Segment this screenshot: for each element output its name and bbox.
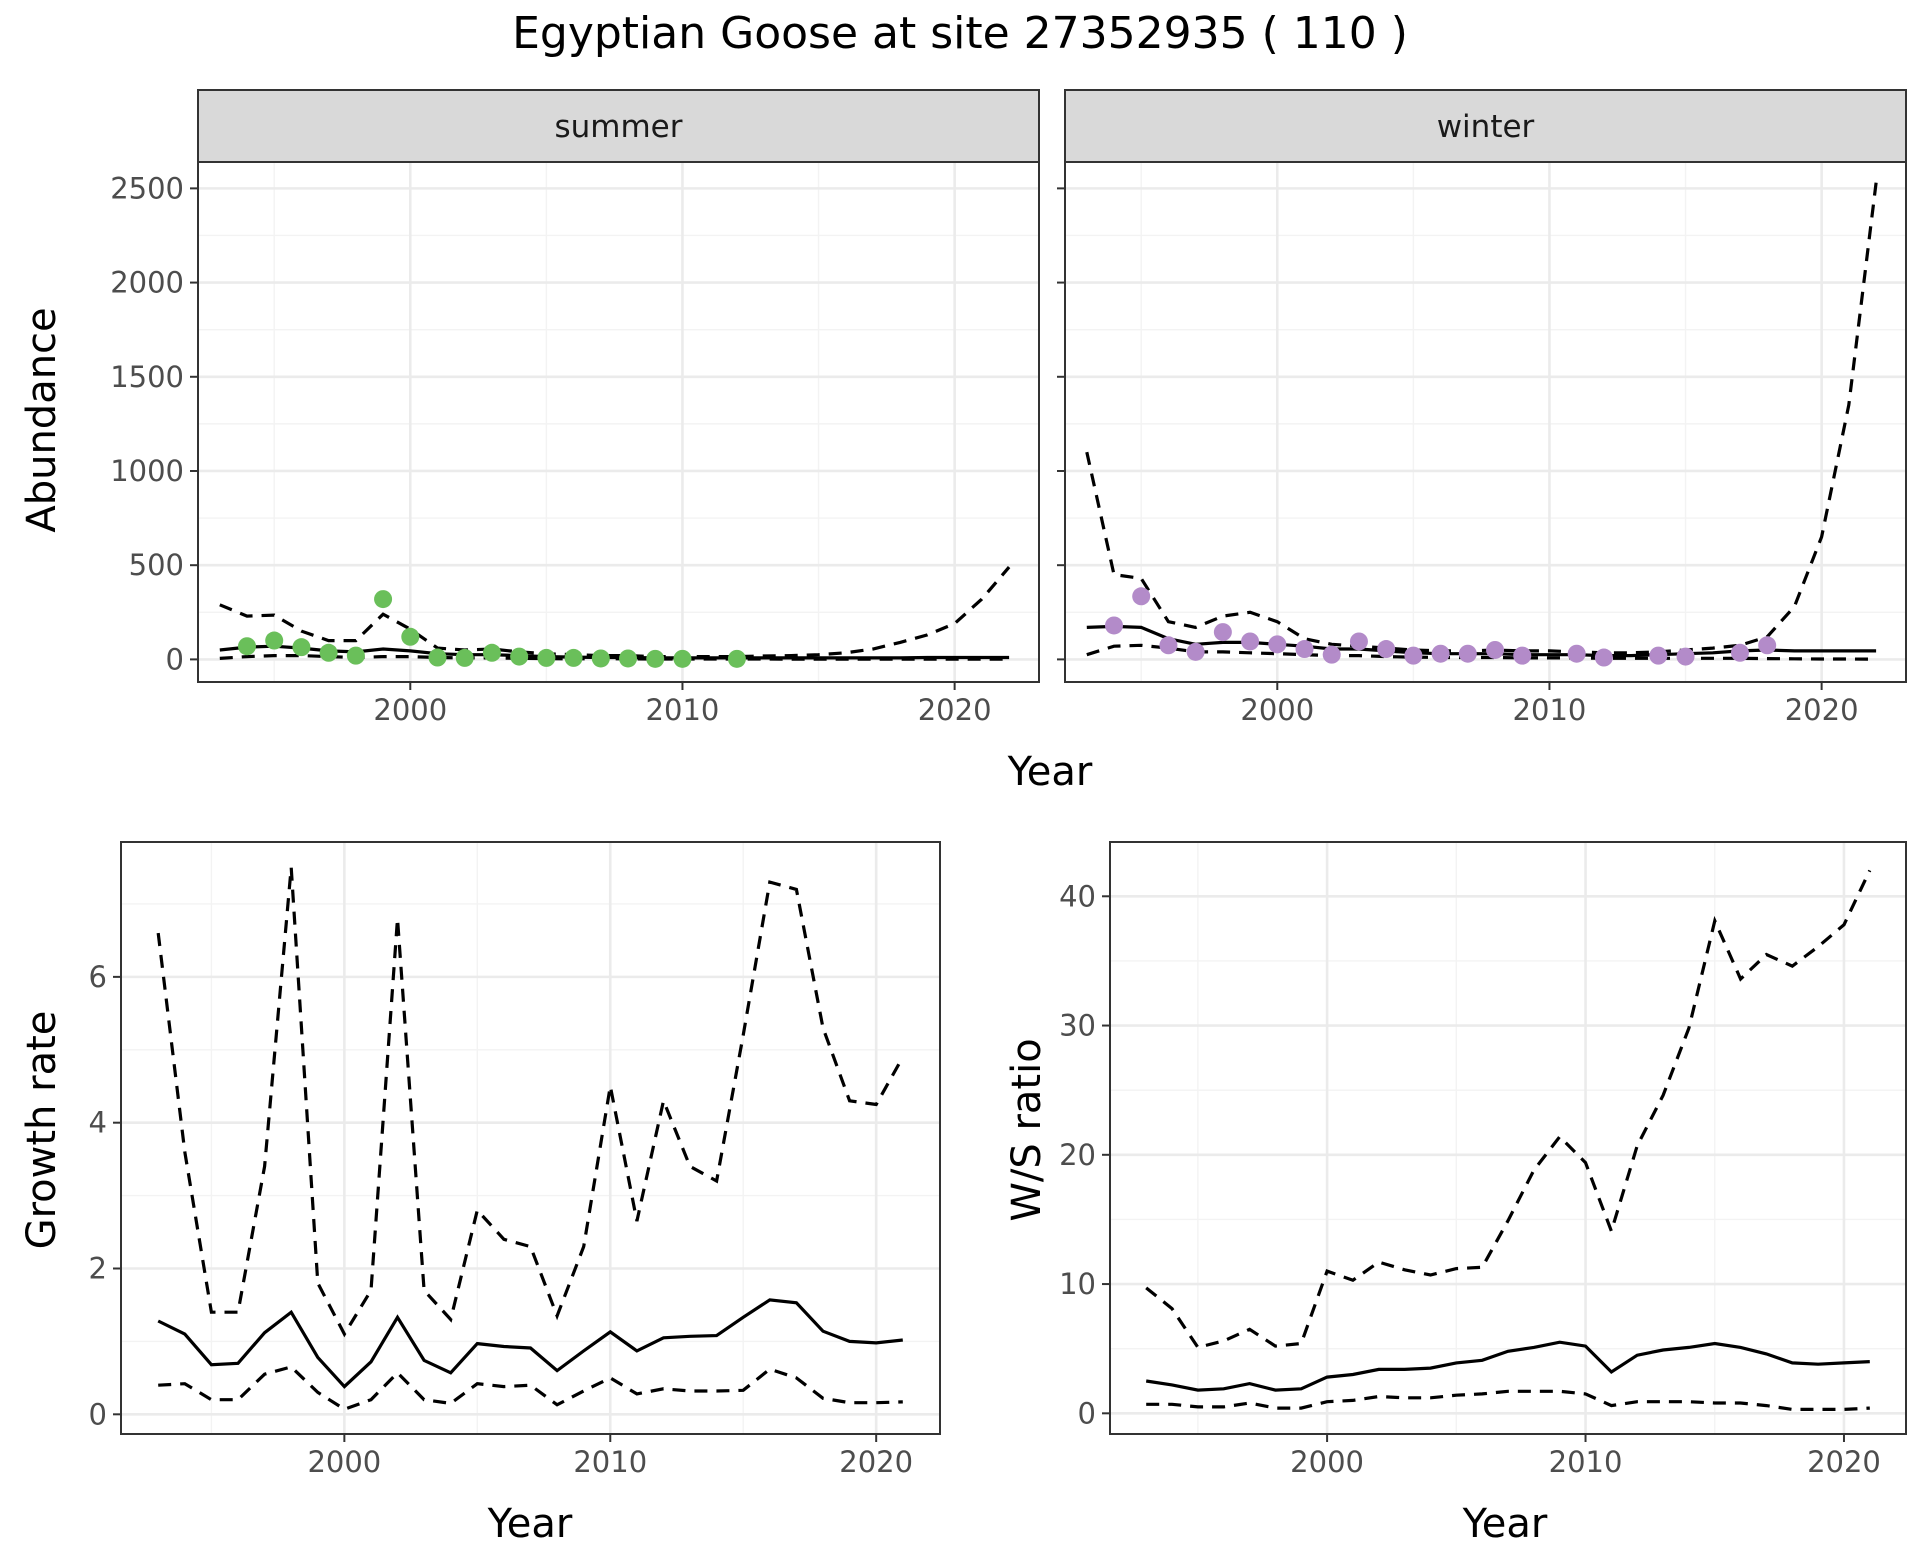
winter-data-point: [1349, 632, 1368, 651]
summer-x-tick-label: 2020: [918, 693, 992, 727]
ratio-series-upper: [1145, 869, 1872, 1350]
summer-data-point: [537, 648, 556, 667]
summer-y-tick-label: 1500: [110, 360, 184, 394]
summer-data-point: [319, 643, 338, 662]
summer-data-point: [619, 649, 638, 668]
summer-data-point: [482, 643, 501, 662]
ratio-panel-background: [1110, 842, 1906, 1434]
summer-data-point: [237, 637, 256, 656]
summer-y-tick-label: 2500: [110, 171, 184, 205]
summer-data-point: [265, 631, 284, 650]
winter-x-tick-label: 2020: [1785, 693, 1859, 727]
growth-series-lower: [158, 1365, 903, 1411]
ratio-x-tick-label: 2000: [1290, 1445, 1364, 1479]
ratio-x-tick-label: 2010: [1549, 1445, 1623, 1479]
summer-data-point: [401, 627, 420, 646]
winter-x-tick-label: 2000: [1240, 693, 1314, 727]
growth-x-tick-label: 2010: [573, 1445, 647, 1479]
summer-data-point: [292, 638, 311, 657]
growth-y-tick-label: 4: [89, 1106, 107, 1140]
growth-y-tick-label: 2: [89, 1252, 107, 1286]
winter-data-point: [1159, 636, 1178, 655]
winter-data-point: [1132, 587, 1151, 606]
figure-title: Egyptian Goose at site 27352935 ( 110 ): [512, 8, 1408, 59]
summer-x-tick-label: 2010: [646, 693, 720, 727]
summer-data-point: [374, 590, 393, 609]
summer-data-point: [727, 649, 746, 668]
growth-y-tick-label: 0: [89, 1397, 107, 1431]
growth-x-tick-label: 2000: [307, 1445, 381, 1479]
top-y-axis-title: Abundance: [19, 307, 65, 532]
winter-data-point: [1730, 643, 1749, 662]
summer-data-point: [673, 649, 692, 668]
winter-panel: winter 2000 2010 2020: [1057, 89, 1907, 727]
summer-data-point: [510, 647, 529, 666]
summer-data-point: [591, 649, 610, 668]
winter-series-lower: [1086, 643, 1877, 661]
growth-series-fitted: [157, 1298, 903, 1389]
winter-data-point: [1649, 646, 1668, 665]
winter-data-point: [1486, 640, 1505, 659]
winter-data-point: [1676, 647, 1695, 666]
ratio-series-lower: [1146, 1389, 1870, 1412]
ratio-y-tick-label: 30: [1059, 1009, 1096, 1043]
ratio-x-axis-title: Year: [1462, 1501, 1548, 1547]
winter-data-point: [1295, 640, 1314, 659]
ratio-y-tick-label: 10: [1059, 1267, 1096, 1301]
summer-data-point: [428, 648, 447, 667]
summer-data-point: [564, 648, 583, 667]
summer-series-upper: [219, 566, 1011, 659]
summer-data-point: [455, 648, 474, 667]
growth-panel-background: [121, 842, 940, 1434]
winter-data-point: [1758, 636, 1777, 655]
summer-facet-strip: [197, 89, 1040, 163]
summer-y-tick-label: 2000: [110, 266, 184, 300]
winter-data-point: [1104, 616, 1123, 635]
ratio-y-tick-label: 20: [1059, 1138, 1096, 1172]
growth-panel: 2000 2010 2020 0 2 4 6: [89, 841, 941, 1479]
ratio-y-axis-title: W/S ratio: [1004, 1038, 1050, 1221]
winter-data-point: [1513, 646, 1532, 665]
winter-data-point: [1567, 644, 1586, 663]
growth-y-axis-title: Growth rate: [19, 1011, 65, 1250]
winter-facet-strip: [1064, 89, 1907, 163]
summer-x-tick-label: 2000: [373, 693, 447, 727]
summer-y-tick-label: 0: [166, 642, 184, 676]
summer-facet-label: summer: [554, 109, 682, 145]
ratio-y-tick-label: 0: [1078, 1396, 1096, 1430]
summer-panel: summer 2000 2010 2020 0 500 1000 1500 2000 2500: [110, 89, 1040, 727]
winter-data-point: [1322, 645, 1341, 664]
top-x-axis-title: Year: [1007, 749, 1093, 795]
summer-data-point: [346, 646, 365, 665]
winter-data-point: [1594, 648, 1613, 667]
growth-x-axis-title: Year: [487, 1501, 573, 1547]
winter-data-point: [1268, 635, 1287, 654]
summer-data-point: [646, 649, 665, 668]
ratio-series-fitted: [1145, 1340, 1870, 1392]
summer-panel-background: [198, 162, 1039, 682]
winter-data-point: [1213, 623, 1232, 642]
ratio-x-tick-label: 2020: [1807, 1445, 1881, 1479]
winter-data-point: [1404, 646, 1423, 665]
growth-x-tick-label: 2020: [839, 1445, 913, 1479]
growth-series-upper: [156, 867, 905, 1338]
winter-x-tick-label: 2010: [1513, 693, 1587, 727]
ratio-panel-border: [1109, 841, 1907, 1435]
winter-panel-background: [1065, 162, 1906, 682]
winter-data-point: [1377, 640, 1396, 659]
summer-y-tick-label: 500: [129, 548, 184, 582]
winter-data-point: [1458, 644, 1477, 663]
ratio-y-tick-label: 40: [1059, 879, 1096, 913]
winter-data-point: [1241, 632, 1260, 651]
summer-y-tick-label: 1000: [110, 454, 184, 488]
winter-data-point: [1186, 642, 1205, 661]
ratio-panel: 2000 2010 2020 0 10 20 30 40: [1059, 841, 1907, 1479]
growth-y-tick-label: 6: [89, 960, 107, 994]
winter-facet-label: winter: [1437, 109, 1535, 145]
winter-data-point: [1431, 644, 1450, 663]
growth-panel-border: [120, 841, 941, 1435]
